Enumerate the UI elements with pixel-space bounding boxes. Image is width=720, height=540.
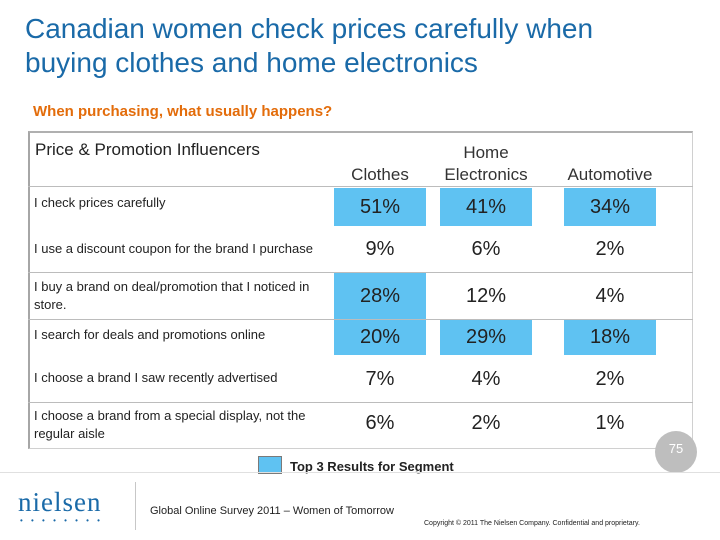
cell-r0-c2: 34% [564, 188, 656, 226]
legend-label: Top 3 Results for Segment [290, 459, 454, 474]
cell-r3-c2: 18% [564, 320, 656, 355]
cell-r5-c2: 1% [595, 411, 625, 434]
row-label: I use a discount coupon for the brand I … [34, 241, 313, 256]
cell-r3-c1: 29% [440, 320, 532, 355]
cell-r2-c1: 12% [465, 284, 507, 307]
subtitle-question: When purchasing, what usually happens? [33, 103, 333, 120]
cell-r4-c1: 4% [471, 367, 501, 390]
page-number: 75 [668, 441, 684, 456]
row-label: I choose a brand from a special display,… [34, 408, 306, 441]
cell-r2-c0: 28% [334, 273, 426, 319]
cell-r0-c1: 41% [440, 188, 532, 226]
row-label: I buy a brand on deal/promotion that I n… [34, 279, 310, 312]
cell-r1-c0: 9% [365, 237, 395, 260]
row-divider [28, 319, 693, 320]
column-header-home-electronics: Home Electronics [444, 143, 528, 184]
cell-r1-c2: 2% [595, 237, 625, 260]
footer-copyright: Copyright © 2011 The Nielsen Company. Co… [424, 520, 640, 527]
cell-r4-c0: 7% [365, 367, 395, 390]
row-divider [28, 186, 693, 187]
cell-r0-c0: 51% [334, 188, 426, 226]
row-label: I check prices carefully [34, 195, 166, 210]
cell-r3-c0: 20% [334, 320, 426, 355]
cell-r5-c1: 2% [471, 411, 501, 434]
page-title: Canadian women check prices carefully wh… [25, 13, 594, 78]
footer-source: Global Online Survey 2011 – Women of Tom… [150, 505, 394, 517]
page-number-badge: 75 [655, 431, 697, 473]
row-label: I search for deals and promotions online [34, 327, 266, 342]
column-header-automotive: Automotive [567, 165, 653, 184]
cell-r1-c1: 6% [471, 237, 501, 260]
logo-dots: • • • • • • • • [20, 516, 103, 525]
data-table: I check prices carefully 51% 41% 34% I u… [28, 186, 693, 448]
column-header-clothes: Clothes [351, 165, 409, 184]
row-divider [28, 402, 693, 403]
nielsen-logo: nielsen [18, 487, 102, 517]
row-divider [28, 272, 693, 273]
cell-r4-c2: 2% [595, 367, 625, 390]
row-label: I choose a brand I saw recently advertis… [34, 370, 278, 385]
footer-vertical-divider [135, 482, 136, 530]
cell-r2-c2: 4% [595, 284, 625, 307]
legend-swatch [258, 456, 282, 474]
footer-divider [0, 472, 720, 473]
cell-r5-c0: 6% [365, 411, 395, 434]
table-corner-label: Price & Promotion Influencers [35, 140, 260, 159]
